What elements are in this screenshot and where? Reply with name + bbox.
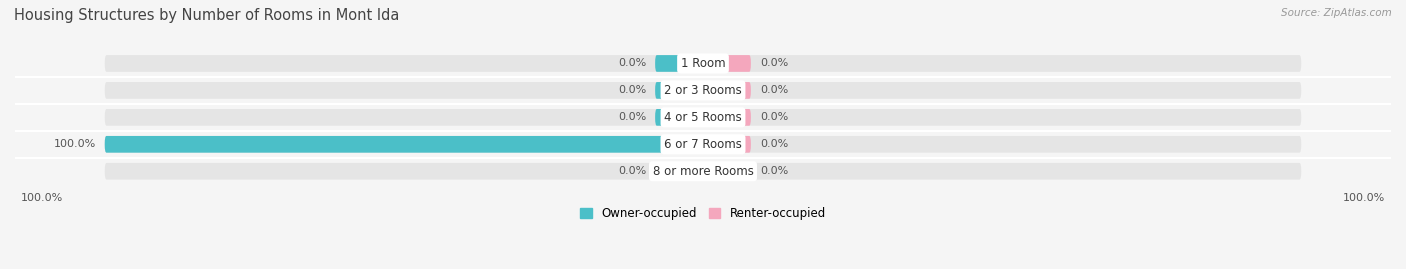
FancyBboxPatch shape — [655, 55, 703, 72]
Text: 0.0%: 0.0% — [617, 58, 647, 68]
FancyBboxPatch shape — [104, 55, 1302, 72]
FancyBboxPatch shape — [655, 109, 703, 126]
Text: 0.0%: 0.0% — [617, 86, 647, 95]
Text: 0.0%: 0.0% — [759, 166, 789, 176]
Text: 0.0%: 0.0% — [759, 112, 789, 122]
FancyBboxPatch shape — [703, 163, 751, 180]
FancyBboxPatch shape — [104, 109, 1302, 126]
Text: 1 Room: 1 Room — [681, 57, 725, 70]
FancyBboxPatch shape — [703, 109, 751, 126]
Text: 0.0%: 0.0% — [759, 86, 789, 95]
Legend: Owner-occupied, Renter-occupied: Owner-occupied, Renter-occupied — [579, 207, 827, 220]
Text: 0.0%: 0.0% — [617, 166, 647, 176]
Text: Source: ZipAtlas.com: Source: ZipAtlas.com — [1281, 8, 1392, 18]
FancyBboxPatch shape — [104, 136, 703, 153]
Text: 100.0%: 100.0% — [21, 193, 63, 203]
Text: 100.0%: 100.0% — [1343, 193, 1385, 203]
FancyBboxPatch shape — [104, 136, 1302, 153]
FancyBboxPatch shape — [655, 163, 703, 180]
FancyBboxPatch shape — [104, 82, 1302, 99]
FancyBboxPatch shape — [703, 136, 751, 153]
Text: 6 or 7 Rooms: 6 or 7 Rooms — [664, 138, 742, 151]
Text: 4 or 5 Rooms: 4 or 5 Rooms — [664, 111, 742, 124]
Text: 2 or 3 Rooms: 2 or 3 Rooms — [664, 84, 742, 97]
FancyBboxPatch shape — [104, 163, 1302, 180]
Text: Housing Structures by Number of Rooms in Mont Ida: Housing Structures by Number of Rooms in… — [14, 8, 399, 23]
Text: 0.0%: 0.0% — [617, 112, 647, 122]
Text: 0.0%: 0.0% — [759, 58, 789, 68]
Text: 8 or more Rooms: 8 or more Rooms — [652, 165, 754, 178]
FancyBboxPatch shape — [703, 55, 751, 72]
FancyBboxPatch shape — [655, 82, 703, 99]
Text: 100.0%: 100.0% — [53, 139, 96, 149]
Text: 0.0%: 0.0% — [759, 139, 789, 149]
FancyBboxPatch shape — [703, 82, 751, 99]
